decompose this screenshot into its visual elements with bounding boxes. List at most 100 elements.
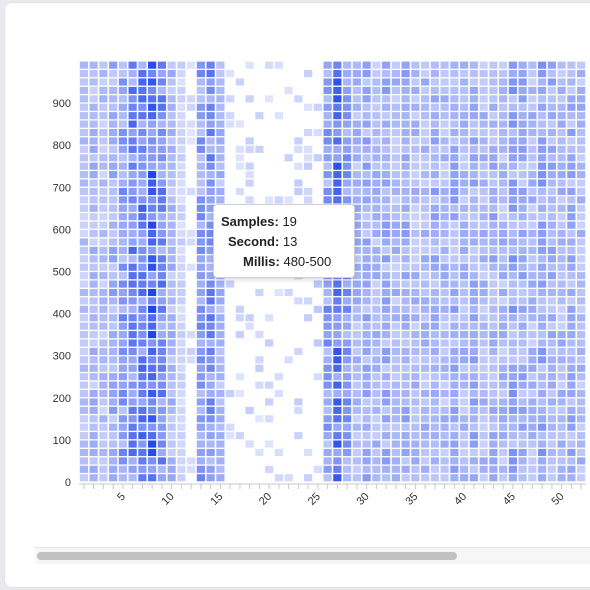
heatmap-cell[interactable] bbox=[333, 440, 342, 448]
heatmap-cell[interactable] bbox=[430, 179, 439, 187]
heatmap-cell[interactable] bbox=[187, 331, 196, 339]
heatmap-cell[interactable] bbox=[157, 255, 166, 263]
heatmap-cell[interactable] bbox=[538, 70, 547, 78]
heatmap-cell[interactable] bbox=[547, 162, 556, 170]
heatmap-cell[interactable] bbox=[118, 230, 127, 238]
heatmap-cell[interactable] bbox=[479, 263, 488, 271]
heatmap-cell[interactable] bbox=[343, 356, 352, 364]
heatmap-cell[interactable] bbox=[557, 120, 566, 128]
heatmap-cell[interactable] bbox=[489, 103, 498, 111]
heatmap-cell[interactable] bbox=[333, 61, 342, 69]
heatmap-cell[interactable] bbox=[352, 187, 361, 196]
heatmap-cell[interactable] bbox=[196, 364, 205, 372]
heatmap-cell[interactable] bbox=[109, 128, 118, 137]
heatmap-cell[interactable] bbox=[528, 339, 537, 347]
heatmap-cell[interactable] bbox=[255, 112, 264, 120]
heatmap-cell[interactable] bbox=[128, 78, 137, 86]
heatmap-cell[interactable] bbox=[391, 78, 400, 86]
heatmap-cell[interactable] bbox=[343, 86, 352, 94]
heatmap-cell[interactable] bbox=[460, 432, 469, 440]
heatmap-cell[interactable] bbox=[411, 381, 420, 389]
heatmap-cell[interactable] bbox=[362, 356, 371, 364]
heatmap-cell[interactable] bbox=[148, 465, 157, 473]
heatmap-cell[interactable] bbox=[79, 347, 88, 355]
heatmap-cell[interactable] bbox=[499, 381, 508, 389]
heatmap-cell[interactable] bbox=[89, 187, 98, 196]
heatmap-cell[interactable] bbox=[440, 465, 449, 473]
heatmap-cell[interactable] bbox=[128, 145, 137, 153]
heatmap-cell[interactable] bbox=[538, 120, 547, 128]
heatmap-cell[interactable] bbox=[245, 171, 254, 179]
heatmap-cell[interactable] bbox=[538, 457, 547, 465]
heatmap-cell[interactable] bbox=[148, 145, 157, 153]
heatmap-cell[interactable] bbox=[508, 297, 517, 305]
heatmap-cell[interactable] bbox=[177, 112, 186, 120]
heatmap-cell[interactable] bbox=[391, 373, 400, 381]
heatmap-cell[interactable] bbox=[430, 423, 439, 431]
heatmap-cell[interactable] bbox=[79, 364, 88, 372]
heatmap-cell[interactable] bbox=[518, 356, 527, 364]
heatmap-cell[interactable] bbox=[401, 272, 410, 280]
heatmap-cell[interactable] bbox=[479, 162, 488, 170]
heatmap-cell[interactable] bbox=[518, 78, 527, 86]
heatmap-cell[interactable] bbox=[333, 331, 342, 339]
heatmap-cell[interactable] bbox=[245, 179, 254, 187]
heatmap-cell[interactable] bbox=[118, 103, 127, 111]
heatmap-cell[interactable] bbox=[430, 415, 439, 423]
heatmap-cell[interactable] bbox=[323, 440, 332, 448]
heatmap-cell[interactable] bbox=[128, 331, 137, 339]
heatmap-cell[interactable] bbox=[343, 381, 352, 389]
heatmap-cell[interactable] bbox=[167, 196, 176, 204]
heatmap-cell[interactable] bbox=[216, 381, 225, 389]
heatmap-cell[interactable] bbox=[196, 187, 205, 196]
heatmap-cell[interactable] bbox=[469, 415, 478, 423]
heatmap-cell[interactable] bbox=[479, 128, 488, 137]
heatmap-cell[interactable] bbox=[148, 423, 157, 431]
heatmap-cell[interactable] bbox=[128, 187, 137, 196]
heatmap-cell[interactable] bbox=[118, 339, 127, 347]
heatmap-cell[interactable] bbox=[577, 255, 586, 263]
heatmap-cell[interactable] bbox=[372, 162, 381, 170]
heatmap-cell[interactable] bbox=[148, 238, 157, 246]
heatmap-cell[interactable] bbox=[177, 187, 186, 196]
heatmap-cell[interactable] bbox=[489, 78, 498, 86]
heatmap-cell[interactable] bbox=[216, 78, 225, 86]
heatmap-cell[interactable] bbox=[206, 423, 215, 431]
heatmap-cell[interactable] bbox=[196, 171, 205, 179]
heatmap-cell[interactable] bbox=[362, 120, 371, 128]
heatmap-cell[interactable] bbox=[167, 179, 176, 187]
heatmap-cell[interactable] bbox=[460, 474, 469, 482]
heatmap-cell[interactable] bbox=[518, 154, 527, 162]
heatmap-cell[interactable] bbox=[138, 457, 147, 465]
heatmap-cell[interactable] bbox=[362, 171, 371, 179]
heatmap-cell[interactable] bbox=[479, 322, 488, 330]
heatmap-cell[interactable] bbox=[421, 406, 430, 414]
heatmap-cell[interactable] bbox=[391, 162, 400, 170]
heatmap-cell[interactable] bbox=[450, 246, 459, 254]
heatmap-cell[interactable] bbox=[557, 196, 566, 204]
heatmap-cell[interactable] bbox=[440, 347, 449, 355]
heatmap-cell[interactable] bbox=[128, 120, 137, 128]
heatmap-cell[interactable] bbox=[538, 95, 547, 103]
heatmap-cell[interactable] bbox=[362, 128, 371, 137]
heatmap-cell[interactable] bbox=[372, 179, 381, 187]
heatmap-cell[interactable] bbox=[167, 272, 176, 280]
heatmap-cell[interactable] bbox=[216, 137, 225, 145]
heatmap-cell[interactable] bbox=[460, 137, 469, 145]
heatmap-cell[interactable] bbox=[508, 465, 517, 473]
heatmap-cell[interactable] bbox=[518, 322, 527, 330]
heatmap-cell[interactable] bbox=[499, 204, 508, 212]
heatmap-cell[interactable] bbox=[79, 145, 88, 153]
heatmap-cell[interactable] bbox=[157, 347, 166, 355]
heatmap-cell[interactable] bbox=[577, 230, 586, 238]
heatmap-cell[interactable] bbox=[440, 213, 449, 221]
heatmap-cell[interactable] bbox=[177, 213, 186, 221]
heatmap-cell[interactable] bbox=[489, 347, 498, 355]
heatmap-cell[interactable] bbox=[89, 120, 98, 128]
heatmap-cell[interactable] bbox=[343, 112, 352, 120]
heatmap-cell[interactable] bbox=[538, 103, 547, 111]
heatmap-cell[interactable] bbox=[196, 204, 205, 212]
heatmap-cell[interactable] bbox=[89, 432, 98, 440]
heatmap-cell[interactable] bbox=[518, 280, 527, 288]
heatmap-cell[interactable] bbox=[138, 120, 147, 128]
